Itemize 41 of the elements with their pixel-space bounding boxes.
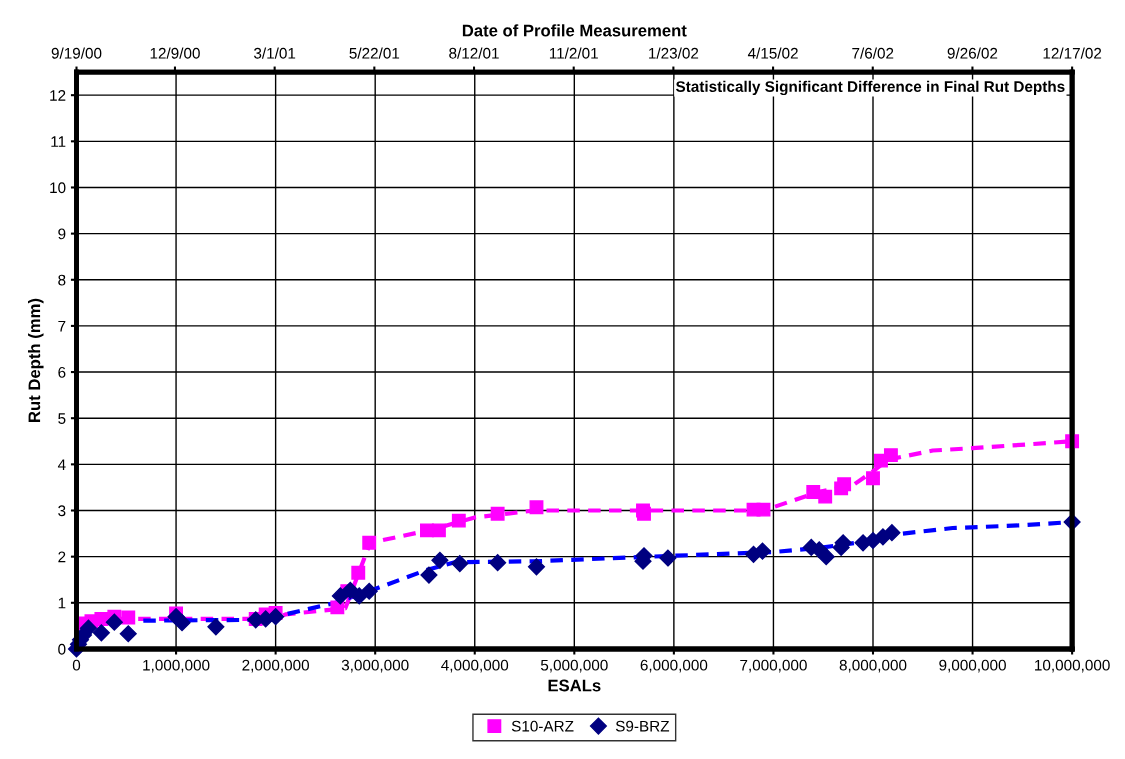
y-tick-label: 2 [58, 551, 66, 563]
x2-tick-label: 11/2/01 [549, 47, 598, 59]
x-tick-label: 3,000,000 [341, 659, 409, 673]
y-tick-label: 8 [58, 274, 66, 286]
x-tick-label: 2,000,000 [242, 659, 310, 673]
x2-tick-label: 12/17/02 [1043, 47, 1102, 59]
y-tick-label: 9 [58, 228, 66, 240]
y-tick-label: 11 [51, 136, 66, 147]
y-tick-label: 10 [50, 182, 66, 194]
annotation: Statistically Significant Difference in Final Rut Depths [675, 80, 1065, 96]
x-tick-label: 6,000,000 [640, 659, 708, 673]
y-tick-label: 3 [58, 505, 66, 517]
x-axis-title: ESALs [548, 679, 601, 692]
x2-tick-label: 7/6/02 [852, 47, 894, 59]
x2-tick-label: 9/26/02 [947, 47, 998, 59]
x2-tick-label: 8/12/01 [449, 47, 499, 59]
x-tick-label: 7,000,000 [740, 659, 807, 673]
y-axis-title: Rut Depth (mm) [28, 298, 44, 422]
x-tick-label: 8,000,000 [839, 659, 907, 673]
legend-label: S9-BRZ [615, 720, 670, 732]
y-tick-label: 4 [57, 459, 66, 470]
y-tick-label: 7 [58, 320, 66, 332]
y-tick-label: 1 [58, 597, 66, 609]
x2-tick-label: 9/19/00 [51, 47, 102, 59]
y-tick-label: 5 [58, 413, 66, 424]
x-tick-label: 4,000,000 [441, 659, 509, 673]
y-tick-label: 12 [50, 90, 66, 101]
y-tick-label: 0 [58, 643, 66, 655]
legend-label: S10-ARZ [511, 720, 574, 732]
y-tick-label: 6 [58, 366, 66, 378]
x2-tick-label: 3/1/01 [254, 47, 296, 59]
x2-tick-label: 4/15/02 [747, 47, 798, 59]
x2-tick-label: 12/9/00 [150, 47, 200, 59]
x2-tick-label: 5/22/01 [349, 47, 400, 59]
x2-tick-label: 1/23/02 [649, 47, 699, 59]
x-tick-label: 0 [72, 659, 81, 671]
x-tick-label: 1,000,000 [143, 659, 210, 673]
x2-axis-title: Date of Profile Measurement [462, 24, 687, 37]
x-tick-label: 5,000,000 [540, 659, 608, 673]
x-tick-label: 9,000,000 [939, 659, 1006, 673]
x-tick-label: 10,000,000 [1035, 659, 1110, 673]
